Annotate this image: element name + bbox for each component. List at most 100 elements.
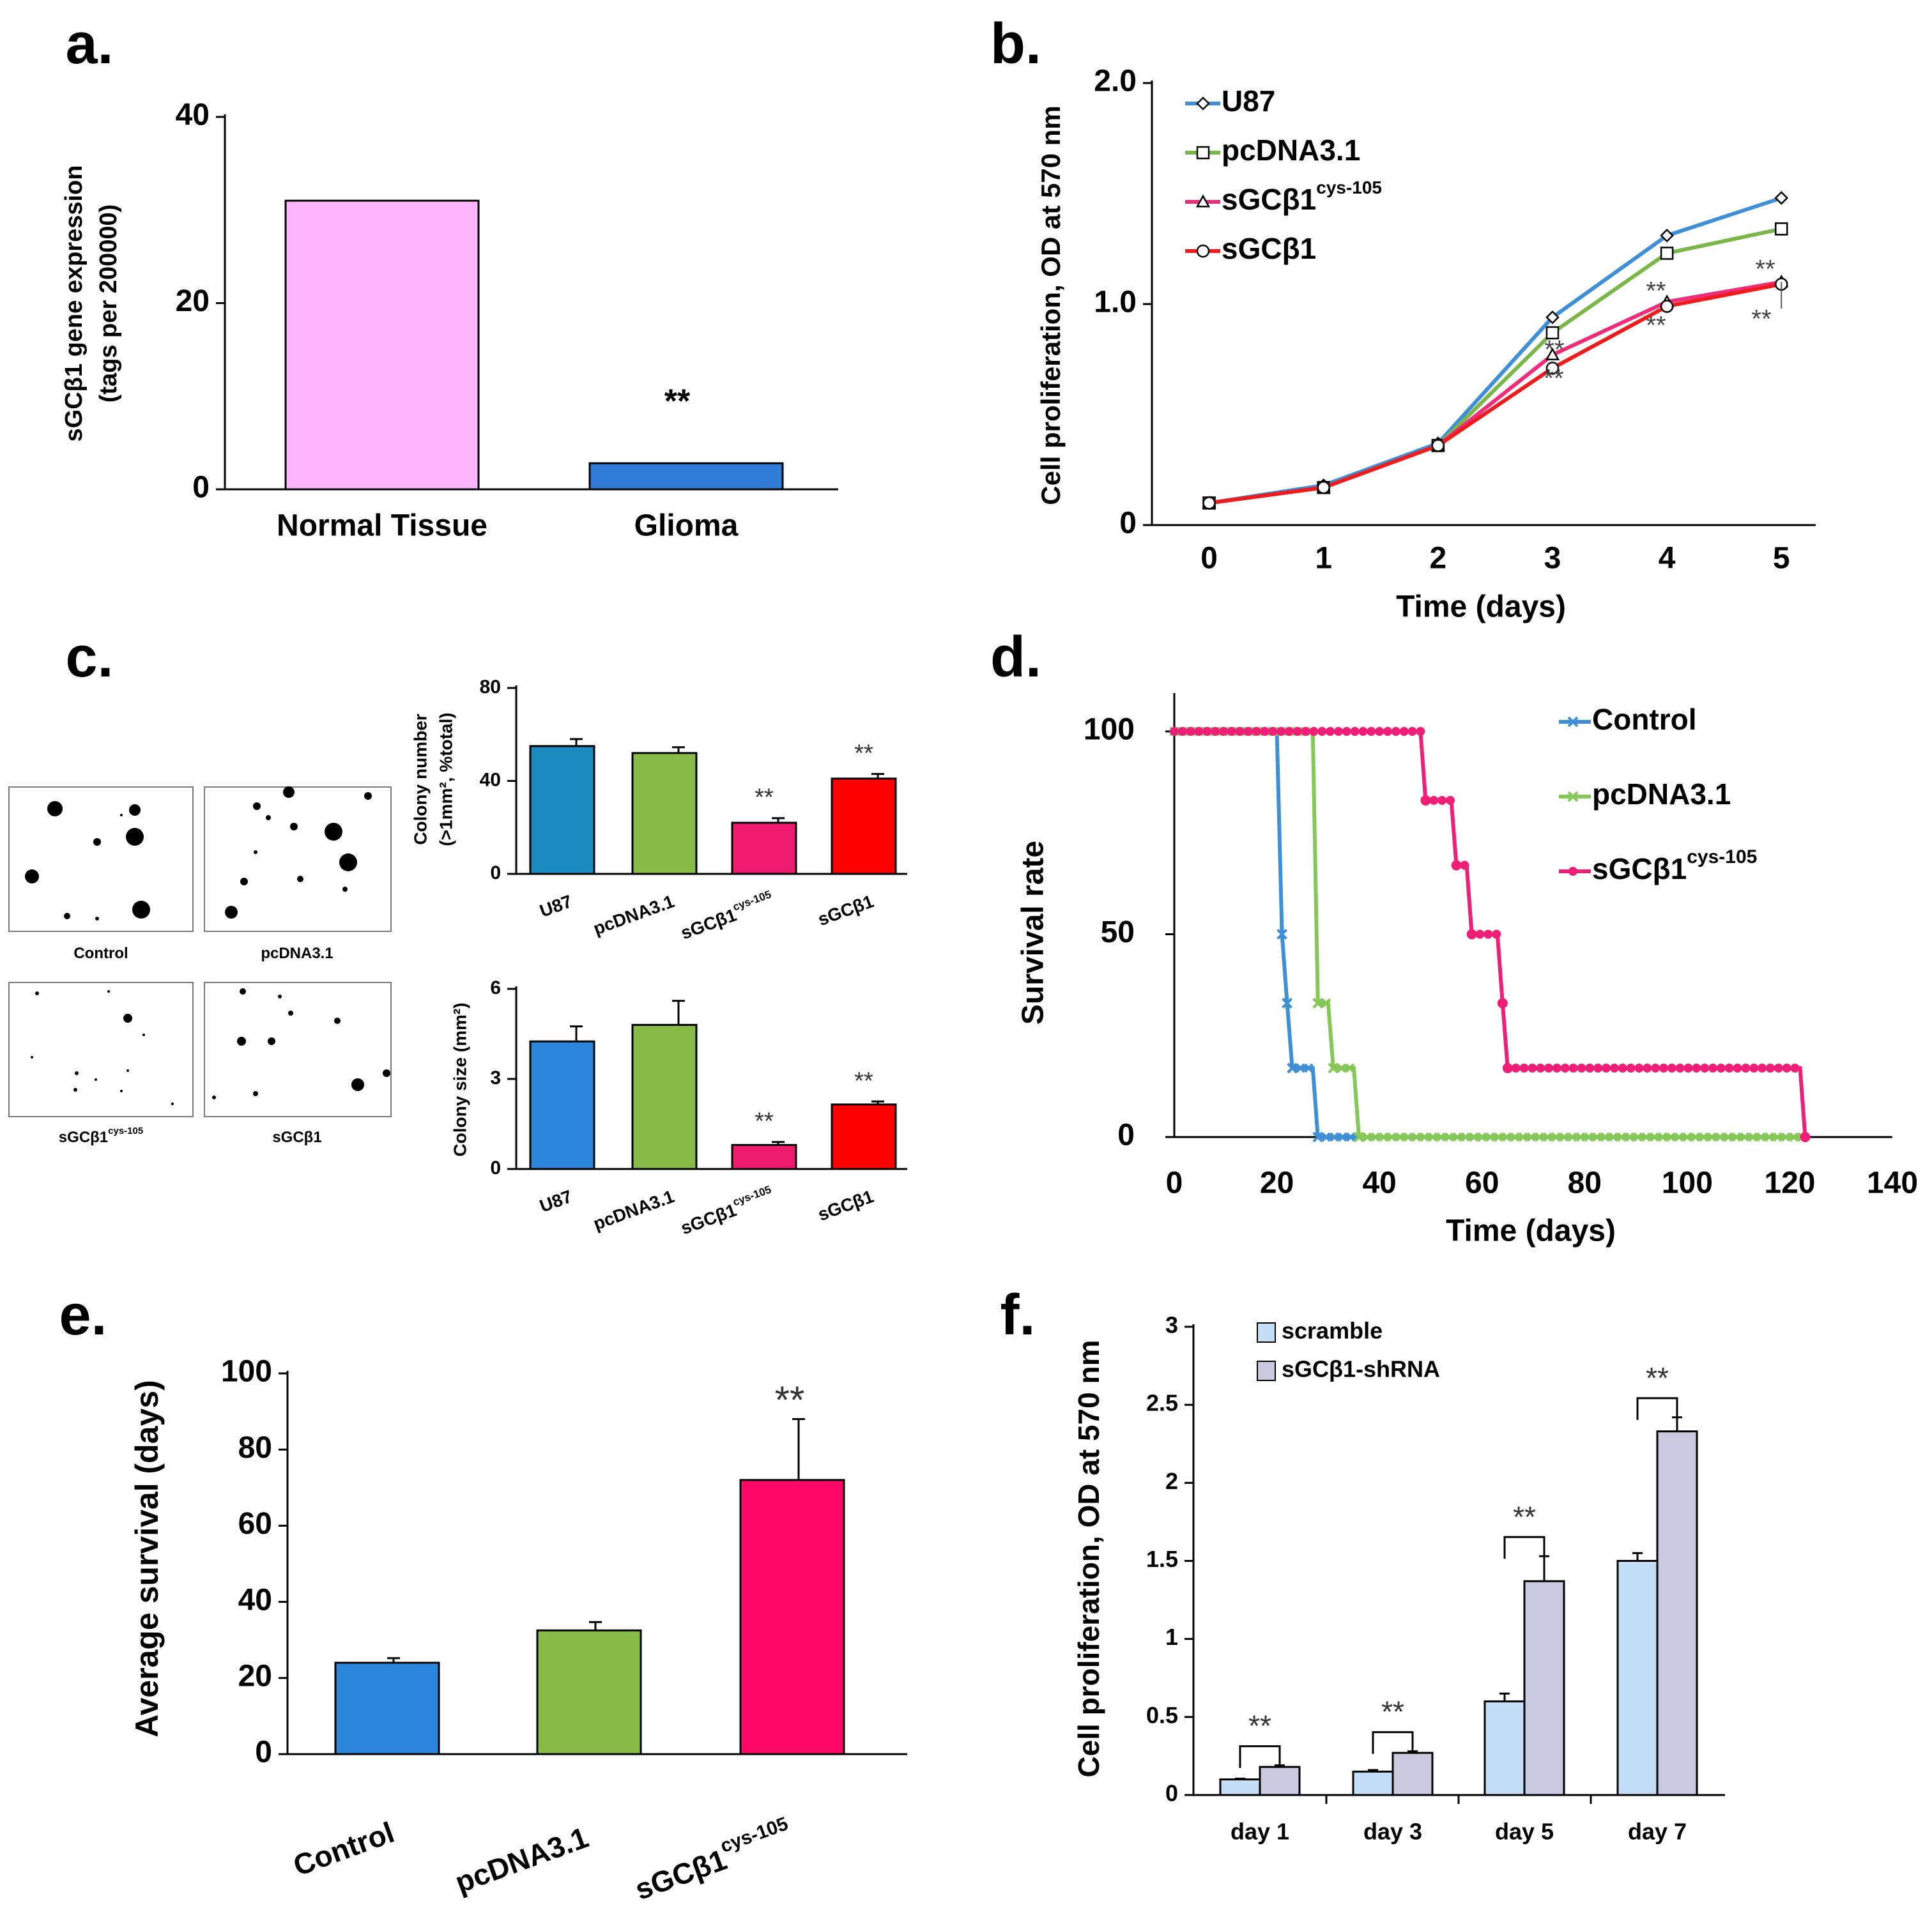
panel-f-significance: ** <box>1248 1709 1271 1743</box>
panel-e-bar <box>334 1662 440 1755</box>
panel-b-x-tick-label: 4 <box>1659 542 1676 576</box>
panel-b-point <box>1660 247 1674 260</box>
panel-d-point <box>1475 929 1485 939</box>
panel-c-label: c. <box>65 625 113 689</box>
panel-f-bar <box>1523 1580 1565 1796</box>
panel-d-point <box>1602 1064 1611 1073</box>
panel-d-point <box>1593 1064 1603 1073</box>
panel-b-legend-label-main: U87 <box>1222 84 1275 118</box>
panel-d-point-b <box>1666 1132 1676 1142</box>
panel-b-point <box>1775 222 1788 236</box>
panel-d-legend-label: Control <box>1592 703 1697 736</box>
panel-d-series-line <box>1174 730 1805 1139</box>
panel-c-image-label-sup: cys-105 <box>108 1126 143 1136</box>
panel-d-point <box>1416 727 1425 736</box>
panel-b-point <box>1317 480 1330 494</box>
panel-d-point-b <box>1276 929 1288 940</box>
panel-b-significance: ** <box>1755 256 1775 284</box>
panel-d-point-b <box>1321 998 1331 1008</box>
panel-d-point-b <box>1485 1132 1495 1142</box>
panel-d-point-b <box>1682 1132 1692 1142</box>
panel-d-point <box>1560 1064 1570 1073</box>
panel-d-point <box>1492 929 1501 939</box>
panel-d-point <box>1177 727 1187 736</box>
panel-b-series-line <box>1209 227 1782 505</box>
panel-b-legend-marker <box>1196 146 1210 160</box>
panel-f-y-tick-label: 0.5 <box>1146 1702 1178 1728</box>
panel-f-bracket <box>1372 1731 1414 1754</box>
panel-d-point-b <box>1575 1132 1586 1142</box>
panel-b-point <box>1660 300 1674 313</box>
panel-c-image-label: pcDNA3.1 <box>261 945 333 962</box>
panel-c-sub1-bar <box>731 821 797 875</box>
panel-c-image-label: Control <box>73 945 128 962</box>
panel-e-label: e. <box>59 1283 107 1347</box>
panel-c-sub2-x-tick-label: U87 <box>537 1186 575 1216</box>
panel-e-x-tick-label: pcDNA3.1 <box>451 1821 593 1899</box>
panel-f-significance: ** <box>1513 1500 1536 1533</box>
panel-c-sub1-y-tick-label: 40 <box>480 769 501 790</box>
panel-d-point-b <box>1321 1132 1331 1142</box>
panel-d-y-tick-label: 0 <box>1117 1119 1135 1152</box>
panel-d-point-b <box>1493 1132 1503 1142</box>
panel-c-sub2-x-tick-label-main: sGCβ1 <box>678 1200 739 1239</box>
panel-c-sub1-y-tick-label: 80 <box>480 676 501 698</box>
panel-b-x-tick-label: 2 <box>1429 542 1446 576</box>
panel-d-point <box>1445 795 1455 805</box>
panel-d-point-b <box>1756 1132 1766 1142</box>
panel-f-legend-swatch <box>1257 1322 1276 1343</box>
panel-b-legend-marker <box>1196 244 1210 258</box>
panel-d-point-b <box>1674 1132 1684 1142</box>
panel-d-point <box>1511 1064 1521 1073</box>
panel-e-x-tick-label-main: pcDNA3.1 <box>451 1821 593 1899</box>
panel-d-point <box>1421 795 1430 805</box>
panel-d-point-b <box>1731 1132 1742 1142</box>
panel-d-point-b <box>1559 1132 1569 1142</box>
panel-d-point <box>1243 727 1253 736</box>
panel-d-point-b <box>1600 1132 1610 1142</box>
panel-d-point-b <box>1699 1132 1708 1142</box>
panel-d-legend-label: pcDNA3.1 <box>1592 777 1731 811</box>
panel-c-image-label-main: pcDNA3.1 <box>261 945 333 962</box>
panel-c-sub2-x-tick-label: pcDNA3.1 <box>591 1186 677 1234</box>
panel-d-point <box>1438 795 1447 805</box>
panel-b-legend-label-sup: cys-105 <box>1316 178 1382 197</box>
panel-d-point-b <box>1395 1132 1405 1142</box>
panel-f-y-tick-label: 0 <box>1165 1780 1178 1807</box>
panel-d-point <box>1429 795 1439 805</box>
panel-c-sub1: 0 40 80 Colony number (>1mm², %total) U87 pcDN… <box>410 676 907 944</box>
panel-d-point-b <box>1592 1132 1602 1142</box>
panel-d-point <box>1211 727 1220 736</box>
panel-a-bar <box>588 462 784 491</box>
panel-d-point-b <box>1428 1132 1438 1142</box>
panel-a-bar <box>284 199 480 491</box>
panel-d-point <box>1708 1064 1717 1073</box>
panel-d-point-b <box>1337 1063 1347 1073</box>
panel-c-image-label-main: Control <box>73 945 128 962</box>
panel-b-label: b. <box>990 12 1041 76</box>
panel-c-image-label-main: sGCβ1 <box>272 1129 321 1146</box>
panel-d-point <box>1618 1064 1627 1073</box>
panel-d-legend-label-sup: cys-105 <box>1687 846 1757 867</box>
panel-d-point-b <box>1420 1132 1430 1142</box>
panel-f-significance: ** <box>1646 1361 1669 1394</box>
colony-image-sgcb1cys <box>8 982 194 1117</box>
panel-d-point-b <box>1337 1132 1347 1142</box>
panel-a-label: a. <box>65 12 113 76</box>
panel-d-point-b <box>1526 1132 1537 1142</box>
panel-b-legend-label: sGCβ1 <box>1222 232 1316 265</box>
panel-d-point <box>1733 1064 1742 1073</box>
panel-d-legend-marker <box>1568 867 1577 876</box>
panel-b-point <box>1545 310 1560 325</box>
panel-e-bar <box>536 1629 642 1755</box>
panel-c-sub1-x-tick-label: pcDNA3.1 <box>591 891 677 938</box>
panel-c-sub1-bar <box>631 752 698 875</box>
panel-d-point <box>1350 727 1360 736</box>
panel-d-x-tick-label: 140 <box>1867 1166 1918 1200</box>
panel-d-point <box>1399 727 1409 736</box>
panel-d-point <box>1383 727 1392 736</box>
panel-b-significance: ** <box>1646 312 1666 340</box>
panel-d-point-b <box>1379 1132 1388 1142</box>
